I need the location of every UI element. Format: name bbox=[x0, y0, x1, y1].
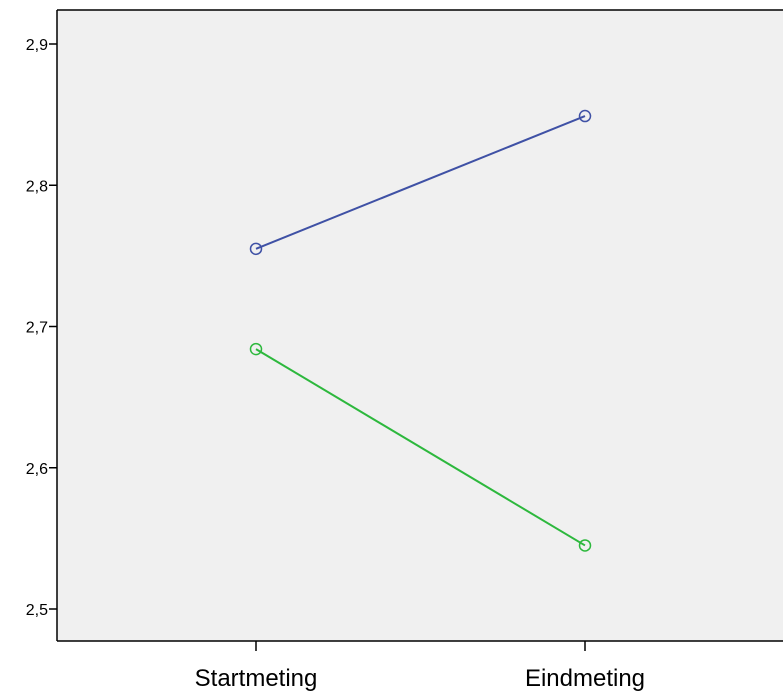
series-line-2 bbox=[255, 348, 586, 547]
x-axis-ticks: Startmeting Eindmeting bbox=[195, 641, 645, 691]
y-tick-label: 2,6 bbox=[26, 461, 48, 478]
y-tick-label: 2,5 bbox=[26, 602, 48, 619]
x-tick-label: Eindmeting bbox=[525, 665, 645, 691]
y-tick-label: 2,7 bbox=[26, 320, 48, 337]
series-1-point bbox=[249, 242, 263, 256]
y-axis-ticks: 2,5 2,6 2,7 2,8 2,9 bbox=[26, 37, 57, 619]
series-2-point bbox=[249, 342, 263, 356]
y-tick-label: 2,8 bbox=[26, 178, 48, 195]
x-tick-label: Startmeting bbox=[195, 665, 318, 691]
series-line-1 bbox=[255, 115, 586, 250]
series-layer bbox=[249, 109, 592, 552]
plot-area bbox=[57, 10, 783, 641]
series-2-point bbox=[578, 539, 592, 552]
y-tick-label: 2,9 bbox=[26, 37, 48, 54]
series-1-point bbox=[578, 109, 592, 123]
